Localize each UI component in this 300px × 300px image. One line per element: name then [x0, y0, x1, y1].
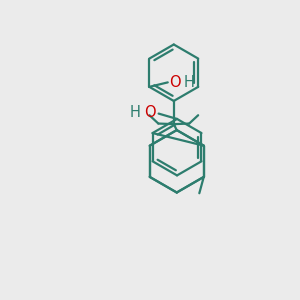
Text: O: O: [145, 106, 156, 121]
Text: H: H: [129, 106, 140, 121]
Text: H: H: [183, 75, 194, 90]
Text: O: O: [169, 75, 181, 90]
